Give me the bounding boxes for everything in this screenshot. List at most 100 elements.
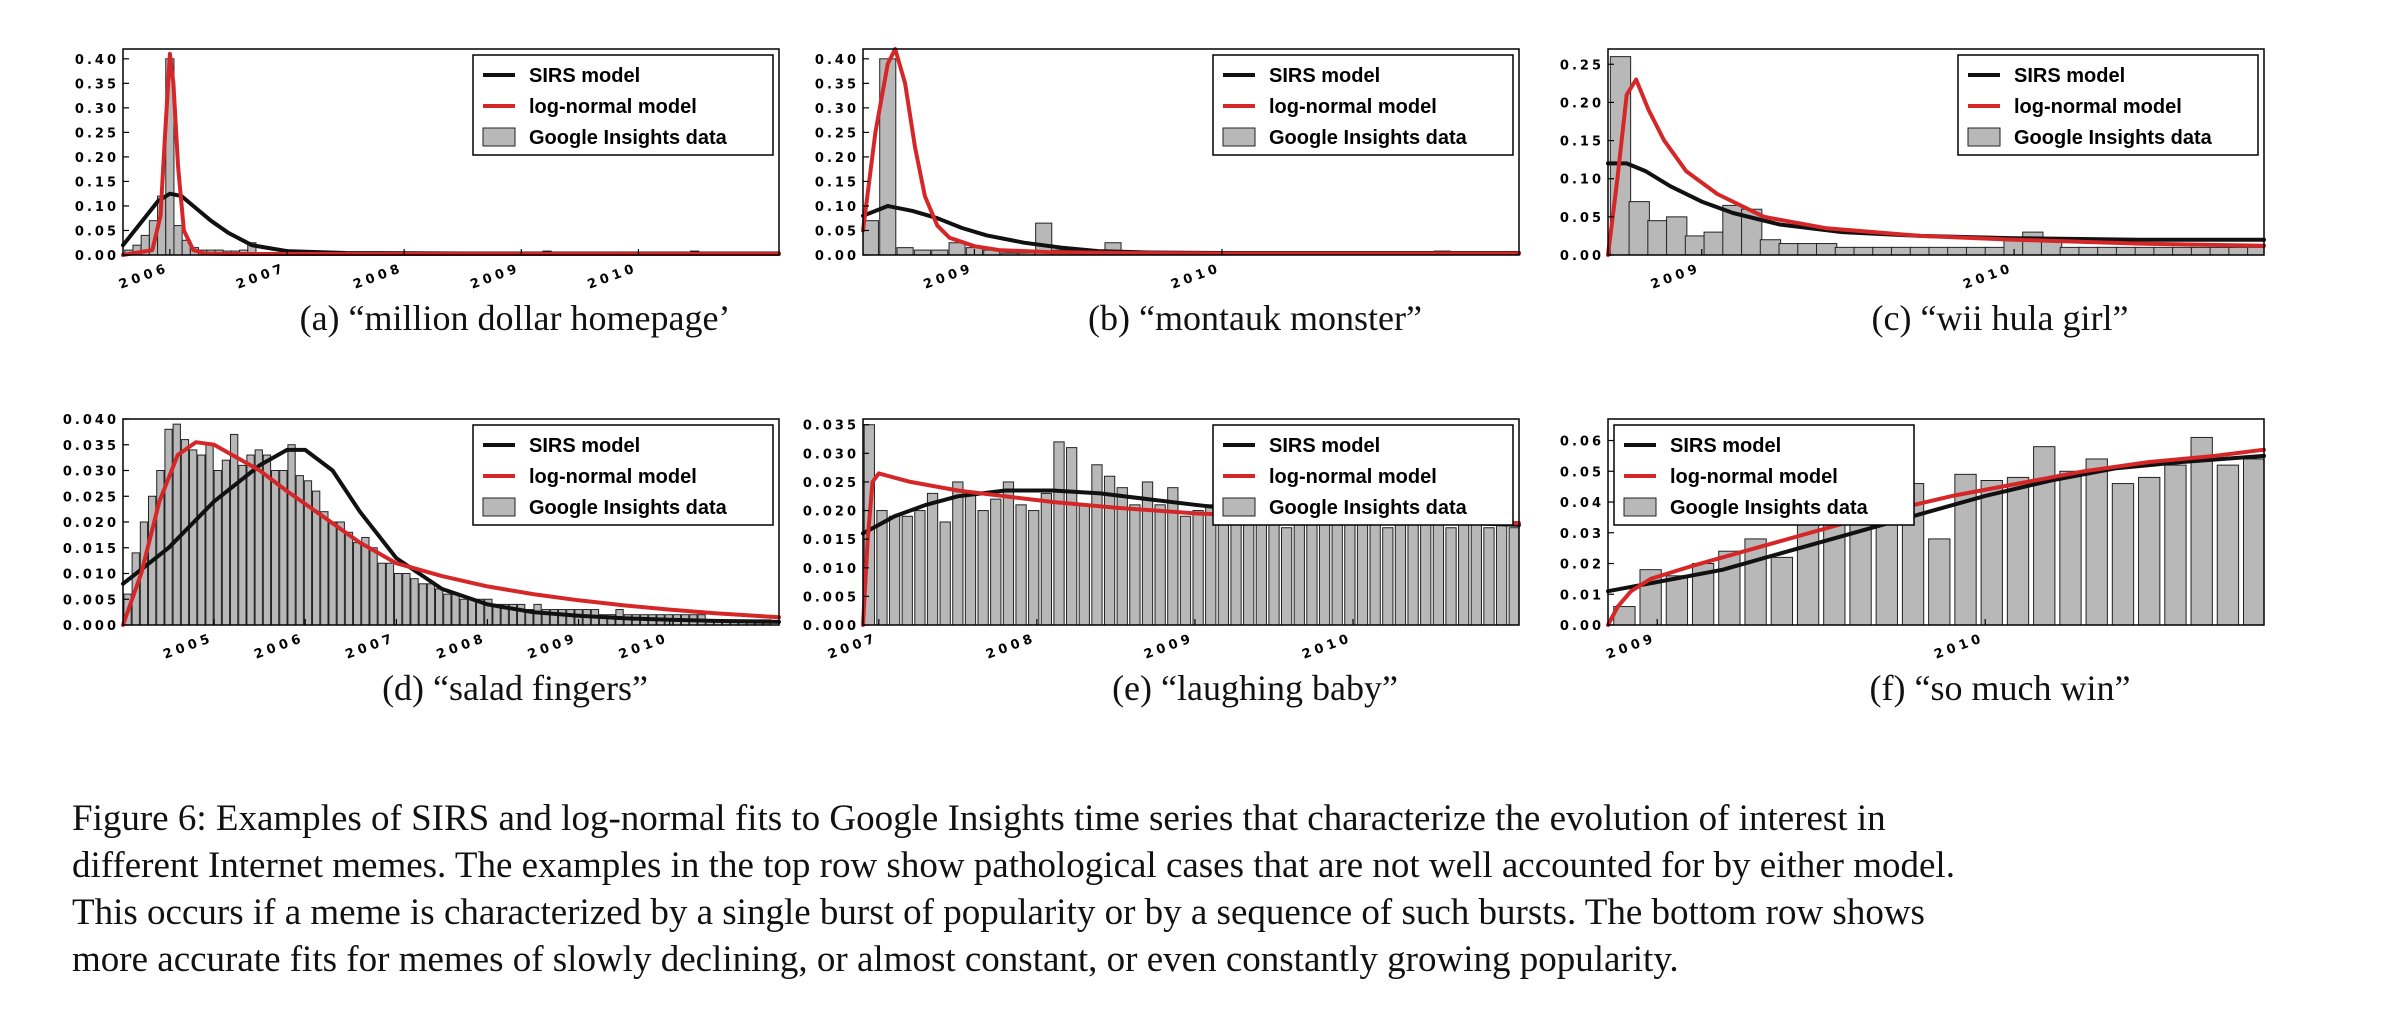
data-bar (1192, 510, 1204, 626)
x-tick-label: 2010 (617, 631, 671, 663)
data-bar (1280, 527, 1293, 626)
y-tick-label: 0.040 (63, 413, 119, 428)
x-tick-label: 2006 (252, 631, 306, 663)
y-tick-label: 0.20 (815, 151, 859, 166)
x-tick-label: 2008 (435, 631, 489, 663)
y-tick-label: 0.35 (815, 77, 859, 92)
data-bar (901, 515, 913, 626)
data-bar (205, 444, 214, 626)
data-bar (197, 454, 206, 626)
y-tick-label: 0.10 (75, 200, 119, 215)
x-tick-label: 2009 (468, 261, 522, 293)
chart-caption: (b) “montauk monster” (1088, 298, 1422, 338)
y-tick-label: 0.010 (63, 568, 119, 583)
legend-label: SIRS model (1670, 435, 1781, 457)
data-bar (246, 454, 255, 626)
data-bar (1091, 464, 1103, 626)
data-bar (435, 588, 444, 626)
data-bar (328, 521, 337, 626)
data-bar (1470, 521, 1482, 626)
data-bar (1331, 521, 1343, 626)
data-bar (2085, 458, 2108, 626)
legend-bar-swatch (1222, 497, 1256, 517)
y-tick-label: 0.00 (75, 249, 119, 264)
legend: SIRS model log-normal model Google Insight… (1212, 424, 1514, 526)
data-bar (336, 521, 345, 626)
data-bar (1028, 510, 1040, 626)
data-bar (344, 531, 354, 626)
x-tick-label: 2009 (1604, 631, 1658, 663)
chart-svg: 0.00 0.05 0.10 0.15 0.20 0.25 0.30 0.35 0.40 2009… (815, 47, 1521, 293)
data-bar (533, 603, 542, 626)
data-bar (1684, 235, 1707, 256)
data-bar (1255, 510, 1267, 626)
data-bar (1980, 479, 2003, 626)
legend-bar-swatch (1222, 127, 1256, 147)
x-tick-label: 2010 (1300, 631, 1354, 663)
y-tick-label: 0.015 (63, 542, 119, 557)
legend-bar-swatch (482, 497, 516, 517)
data-bar (1002, 481, 1015, 626)
legend-label: log-normal model (529, 466, 697, 488)
chart-panel-laughing-baby: 0.000 0.005 0.010 0.015 0.020 0.025 0.030 0.035… (803, 405, 1525, 708)
y-tick-label: 0.06 (1560, 435, 1604, 450)
legend-label: SIRS model (2014, 65, 2125, 87)
data-bar (443, 593, 452, 626)
data-bar (173, 225, 183, 256)
x-tick-label: 2009 (1649, 261, 1703, 293)
data-bar (353, 542, 362, 626)
data-bar (385, 562, 395, 626)
figure-caption-line: Figure 6: Examples of SIRS and log-norma… (72, 798, 1886, 839)
data-bar (189, 449, 198, 626)
data-bar (230, 433, 239, 626)
legend-label: SIRS model (529, 435, 640, 457)
data-bar (2164, 464, 2187, 626)
data-bar (1495, 521, 1508, 626)
data-bar (964, 492, 977, 626)
data-bar (361, 536, 370, 626)
legend-label: log-normal model (2014, 96, 2182, 118)
y-tick-label: 0.025 (803, 476, 859, 491)
data-bar (2022, 231, 2044, 256)
y-tick-label: 0.030 (63, 465, 119, 480)
data-bar (1129, 504, 1141, 626)
chart-caption: (d) “salad fingers” (382, 668, 648, 708)
chart-caption: (a) “million dollar homepage’ (299, 298, 731, 338)
x-tick-label: 2007 (344, 631, 398, 663)
data-bar (1759, 239, 1782, 256)
data-bar (1382, 527, 1394, 626)
data-bar (254, 449, 263, 626)
data-bar (2228, 246, 2250, 256)
data-bar (1965, 246, 1988, 256)
data-bar (977, 510, 989, 626)
data-bar (410, 578, 419, 626)
y-tick-label: 0.025 (63, 490, 119, 505)
data-bar (164, 428, 173, 626)
chart-svg: 0.000 0.005 0.010 0.015 0.020 0.025 0.030 0.035… (63, 413, 781, 663)
data-bar (2172, 246, 2194, 256)
y-tick-label: 0.10 (1560, 173, 1604, 188)
data-bar (418, 583, 427, 626)
x-tick-label: 2006 (117, 261, 171, 293)
data-bar (558, 609, 567, 626)
data-bar (1628, 201, 1650, 256)
chart-svg: 0.000 0.005 0.010 0.015 0.020 0.025 0.030 0.035… (803, 418, 1521, 663)
data-bar (2006, 476, 2030, 626)
chart-panel-so-much-win: 0.00 0.01 0.02 0.03 0.04 0.05 0.06 2009 2010 SIRS… (1560, 405, 2270, 708)
data-bar (1318, 515, 1331, 626)
data-bar (914, 510, 926, 626)
data-bar (1666, 216, 1688, 256)
data-bar (1040, 492, 1053, 626)
data-bar (377, 562, 386, 626)
chart-panel-million-dollar-homepage: 0.00 0.05 0.10 0.15 0.20 0.25 0.30 0.35 0.40 2006… (75, 35, 785, 338)
y-tick-label: 0.20 (75, 151, 119, 166)
data-bar (1458, 515, 1470, 626)
y-tick-label: 0.15 (75, 175, 119, 190)
data-bar (1872, 246, 1894, 256)
log-normal-model-line (121, 440, 781, 627)
data-bar (1508, 527, 1520, 626)
y-tick-label: 0.10 (815, 200, 859, 215)
chart-svg: 0.00 0.05 0.10 0.15 0.20 0.25 0.30 0.35 0.40 2006… (75, 48, 781, 293)
x-tick-label: 2010 (1961, 261, 2015, 293)
chart-caption: (f) “so much win” (1869, 668, 2131, 708)
